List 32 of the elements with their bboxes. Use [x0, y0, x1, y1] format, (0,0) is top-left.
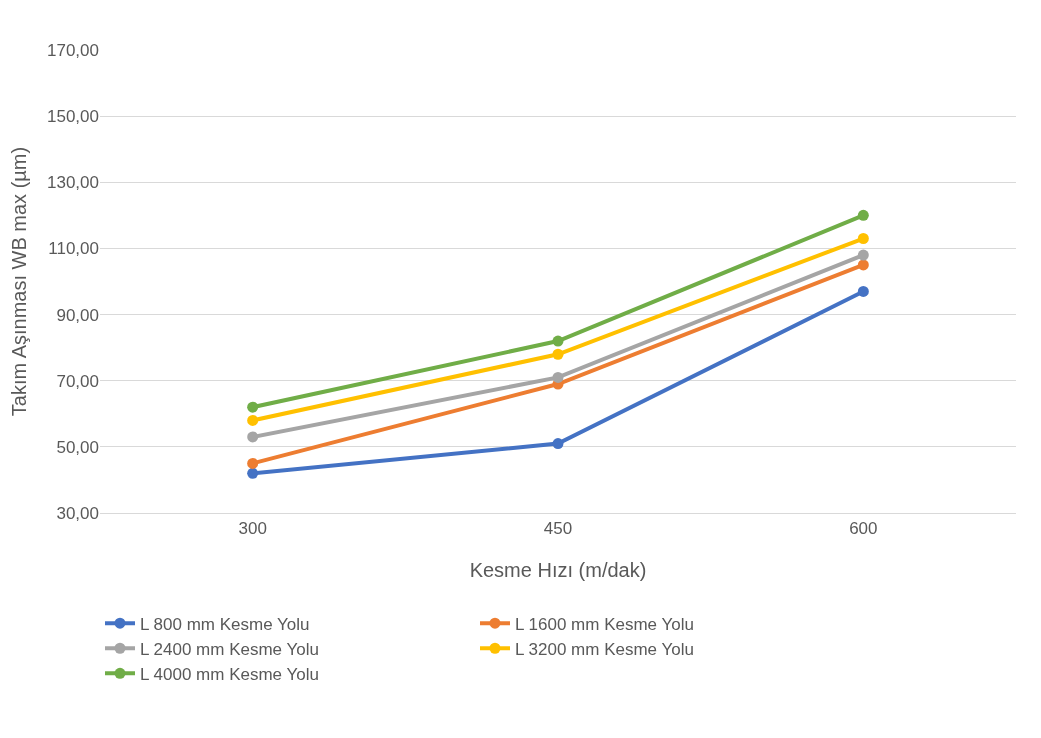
y-axis-title: Takım Aşınması WB max (µm) [7, 146, 30, 417]
x-axis-title: Kesme Hızı (m/dak) [469, 558, 647, 581]
point [552, 438, 564, 450]
legend-label: L 2400 mm Kesme Yolu [140, 639, 319, 659]
point [247, 414, 259, 426]
point [857, 233, 869, 245]
y-tick-label: 30,00 [56, 503, 99, 523]
x-tick-label: 450 [543, 519, 573, 539]
y-tick-label: 90,00 [56, 305, 99, 325]
legend-label: L 800 mm Kesme Yolu [140, 614, 310, 634]
y-tick-label: 70,00 [56, 371, 99, 391]
point [857, 249, 869, 261]
legend-label: L 1600 mm Kesme Yolu [515, 614, 694, 634]
point [552, 371, 564, 383]
point [857, 259, 869, 271]
y-tick-label: 130,00 [47, 173, 99, 193]
y-tick-label: 150,00 [47, 107, 99, 127]
y-tick-label: 110,00 [48, 239, 99, 259]
point [247, 457, 259, 469]
point [857, 285, 869, 297]
x-tick-label: 600 [849, 519, 878, 539]
point [857, 209, 869, 221]
y-tick-label: 50,00 [56, 437, 99, 457]
point [247, 467, 259, 479]
point [247, 401, 259, 413]
y-tick-label: 170,00 [47, 40, 99, 60]
legend-label: L 3200 mm Kesme Yolu [515, 639, 694, 659]
legend-label: L 4000 mm Kesme Yolu [140, 664, 319, 684]
point [552, 348, 564, 360]
point [247, 431, 259, 443]
x-tick-label: 300 [238, 519, 267, 539]
point [552, 335, 564, 347]
